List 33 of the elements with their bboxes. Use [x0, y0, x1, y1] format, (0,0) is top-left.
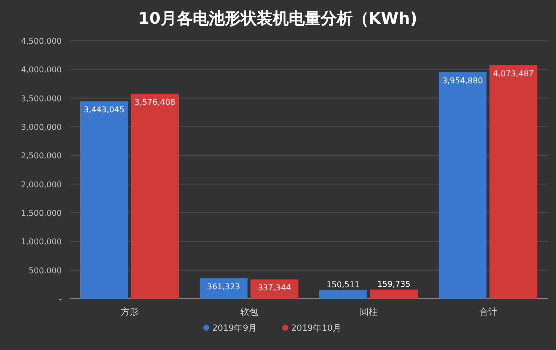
y-tick-label: 2,000,000 [21, 180, 62, 190]
bar [80, 102, 128, 299]
data-label: 3,443,045 [84, 106, 125, 115]
x-tick-label: 合计 [479, 307, 498, 318]
data-label: 150,511 [326, 280, 360, 290]
y-tick-label: 1,000,000 [21, 238, 62, 247]
data-label: 337,344 [258, 284, 292, 293]
data-label: 3,954,880 [442, 76, 484, 86]
y-tick-label: 4,500,000 [21, 37, 62, 46]
legend-label: 2019年10月 [292, 323, 342, 334]
y-tick-label: 1,500,000 [21, 209, 62, 218]
bar [490, 65, 538, 299]
bar [319, 290, 368, 299]
y-tick-label: 4,000,000 [21, 66, 62, 75]
chart-title: 10月各电池形状装机电量分析（KWh) [138, 9, 418, 28]
x-tick-label: 方形 [120, 307, 139, 318]
y-tick-label: 500,000 [28, 266, 62, 276]
bar [438, 72, 487, 299]
data-label: 3,576,408 [134, 98, 176, 107]
y-tick-label: - [59, 295, 62, 304]
y-tick-label: 2,500,000 [21, 152, 62, 161]
y-tick-label: 3,500,000 [21, 94, 62, 104]
legend-label: 2019年9月 [212, 323, 258, 334]
bar [370, 290, 418, 299]
x-tick-label: 圆柱 [360, 307, 378, 318]
data-label: 159,735 [378, 280, 411, 289]
bar [131, 94, 180, 299]
y-tick-label: 3,000,000 [21, 123, 62, 132]
bar [200, 278, 248, 299]
bar [250, 280, 299, 299]
data-label: 361,323 [207, 282, 240, 292]
x-tick-label: 软包 [240, 307, 258, 318]
data-label: 4,073,487 [493, 69, 534, 78]
